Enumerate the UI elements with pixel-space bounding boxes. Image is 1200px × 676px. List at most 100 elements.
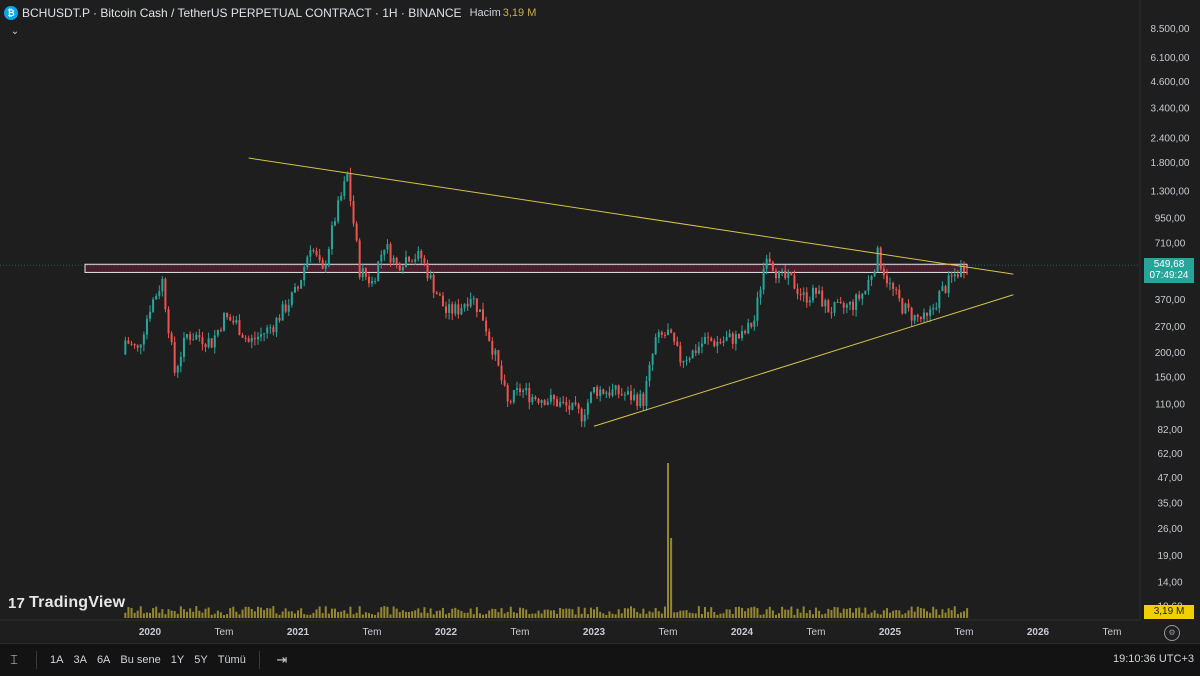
candle-body [506, 385, 509, 402]
volume-bar [543, 609, 546, 618]
candle-body [321, 260, 324, 269]
candle-body [238, 320, 241, 335]
volume-bar [654, 607, 657, 618]
resistance-zone [0, 263, 1140, 273]
ascending-support-trendline[interactable] [593, 294, 1014, 427]
price-tick-label: 110,00 [1155, 400, 1185, 411]
candle-body [654, 337, 657, 355]
candle-body [303, 266, 306, 280]
collapse-legend-chevron-icon[interactable]: ⌄ [10, 26, 20, 37]
candle-body [300, 279, 303, 289]
candle-body [904, 303, 907, 314]
candle-body [744, 331, 747, 334]
volume-bar [586, 614, 589, 618]
candle-body [235, 320, 238, 323]
volume-bar [426, 612, 429, 618]
volume-bar [318, 606, 321, 618]
volume-bar [599, 611, 602, 618]
volume-bar [633, 608, 636, 618]
candle-body [266, 327, 269, 334]
volume-bar [818, 610, 821, 618]
volume-bar [787, 609, 790, 618]
candle-body [263, 333, 266, 335]
candle-body [346, 173, 349, 182]
volume-bar [771, 610, 774, 618]
candle-body [750, 322, 753, 327]
range-button-1a[interactable]: 1A [50, 654, 64, 666]
volume-bar [355, 612, 358, 618]
range-button-1y[interactable]: 1Y [170, 654, 185, 666]
range-button-6a[interactable]: 6A [96, 654, 111, 666]
candle-body [861, 293, 864, 299]
candle-body [614, 385, 617, 390]
volume-bar [759, 614, 762, 618]
time-axis: 2020 Tem 2021 Tem 2022 Tem 2023 Tem 2024 Tem 2025 T… [0, 619, 1200, 643]
candle-body [293, 286, 296, 293]
candle-body [189, 334, 192, 340]
candle-body [938, 291, 941, 308]
range-button-3a[interactable]: 3A [73, 654, 87, 666]
symbol-header[interactable]: ₿ BCHUSDT.P · Bitcoin Cash / TetherUS PE… [4, 5, 536, 21]
volume-bar [250, 608, 253, 618]
volume-bar [256, 606, 259, 618]
volume-bar [540, 613, 543, 618]
volume-bar [796, 608, 799, 618]
candle-body [799, 293, 802, 296]
candle-body [784, 270, 787, 279]
candle-body [867, 280, 870, 291]
volume-bar [867, 614, 870, 618]
candle-body [830, 312, 833, 314]
candle-body [929, 309, 932, 316]
volume-bar [457, 609, 460, 618]
range-button-bu-sene[interactable]: Bu sene [120, 654, 161, 666]
range-button-5y[interactable]: 5Y [194, 654, 208, 666]
volume-bar [152, 608, 155, 618]
volume-bar [244, 606, 247, 618]
volume-bar [552, 610, 555, 618]
candle-body [549, 395, 552, 402]
clock-timezone[interactable]: 19:10:36 UTC+3 [1112, 653, 1194, 665]
volume-bar [281, 611, 284, 618]
candle-body [417, 250, 420, 260]
candle-body [842, 303, 845, 308]
candle-body [423, 258, 426, 263]
candle-body [685, 359, 688, 361]
volume-bar [361, 614, 364, 618]
volume-bar [855, 608, 858, 618]
candle-body [404, 256, 407, 268]
axis-settings-gear-icon[interactable]: ⚙ [1164, 625, 1180, 641]
volume-bar [349, 606, 352, 618]
volume-bar [688, 612, 691, 618]
volume-bar [337, 611, 340, 618]
volume-bar [478, 613, 481, 618]
symbol-ticker[interactable]: BCHUSDT.P [22, 6, 91, 20]
descending-resistance-trendline[interactable] [248, 157, 1014, 275]
volume-bar [253, 611, 256, 618]
volume-bar [380, 607, 383, 618]
candle-body [457, 304, 460, 315]
resistance-zone-box[interactable] [84, 263, 968, 273]
volume-bar [324, 606, 327, 618]
candle-body [377, 261, 380, 281]
cursor-tool-icon[interactable]: ⌶ [10, 652, 18, 667]
range-button-tümü[interactable]: Tümü [217, 654, 246, 666]
candle-body [306, 256, 309, 267]
volume-bar [667, 463, 669, 618]
candle-body [534, 396, 537, 400]
volume-indicator-label[interactable]: Hacim [469, 7, 501, 19]
candle-body [848, 301, 851, 305]
candle-body [290, 292, 293, 306]
candle-body [919, 316, 922, 320]
candle-body [127, 340, 130, 344]
volume-bar [935, 609, 938, 618]
candle-body [648, 364, 651, 382]
volume-bar [559, 607, 562, 618]
volume-bar [272, 606, 275, 618]
candle-body [466, 303, 469, 307]
volume-bar [207, 607, 210, 618]
volume-bar [596, 606, 599, 618]
calendar-goto-icon[interactable]: ⇥ [276, 652, 288, 667]
candle-body [130, 343, 133, 345]
volume-bar [663, 606, 666, 618]
